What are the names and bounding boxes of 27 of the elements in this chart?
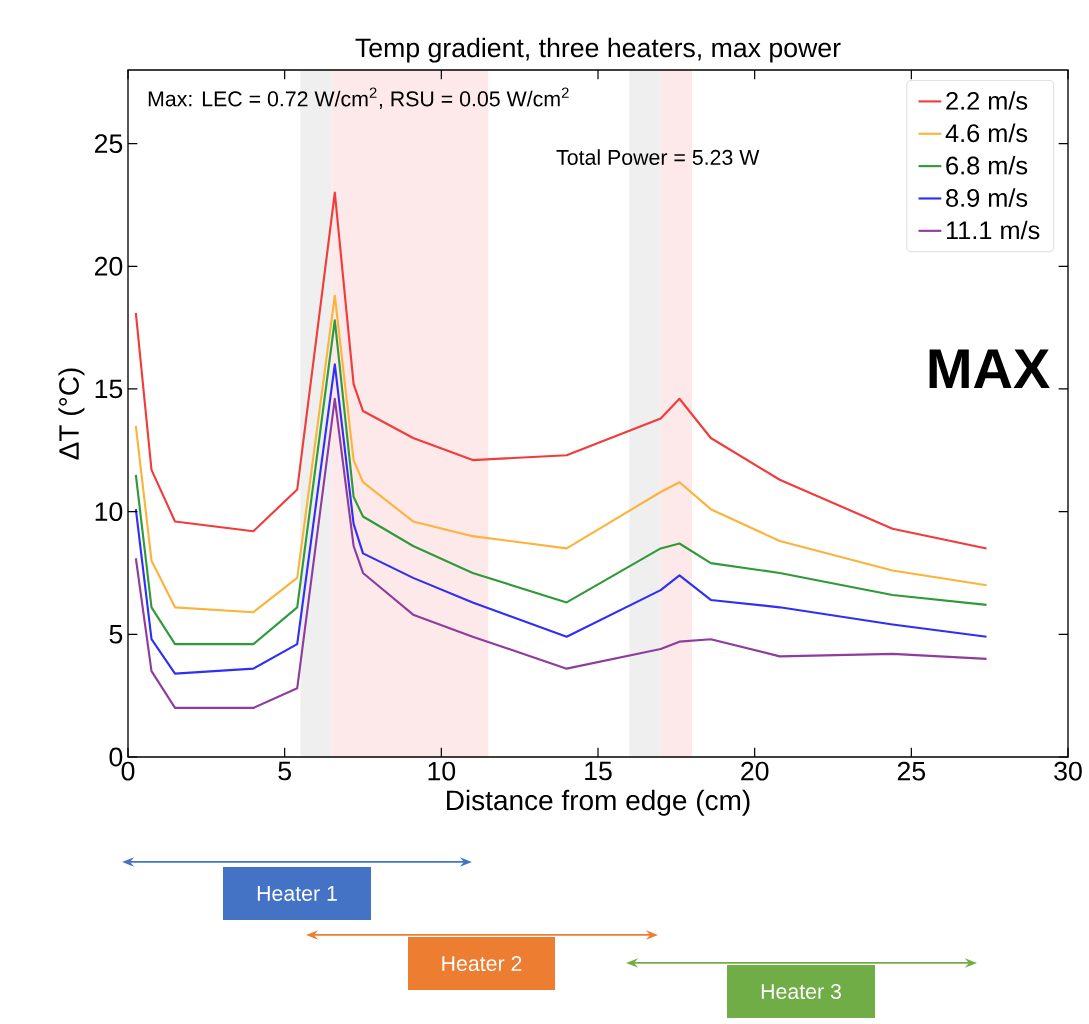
- legend-label: 4.6 m/s: [945, 123, 1028, 143]
- annotation: Max: LEC = 0.72 W/cm$^{2}$, RSU = 0.05 W/cm$^{2}$: [148, 87, 569, 109]
- legend-label: 6.8 m/s: [946, 155, 1028, 175]
- x-tick-label: 5: [278, 761, 291, 781]
- y-tick-label: 0: [109, 747, 123, 767]
- legend-label: 11.1 m/s: [946, 220, 1040, 240]
- y-tick-label: 15: [95, 379, 123, 399]
- x-tick-label: 10: [428, 761, 456, 781]
- legend-label: 2.2 m/s: [946, 91, 1028, 110]
- x-tick-label: 30: [1054, 761, 1082, 781]
- x-tick-label: 25: [897, 761, 926, 781]
- legend-label: 8.9 m/s: [946, 188, 1028, 207]
- x-tick-label: 15: [585, 761, 612, 781]
- annotation: MAX: [929, 349, 1050, 389]
- x-axis-title: Distance from edge (cm): [447, 789, 750, 816]
- text: Heater 1: [257, 886, 337, 901]
- annotation: Total Power = 5.23 W: [556, 149, 760, 165]
- y-tick-label: 5: [109, 625, 123, 644]
- y-tick-label: 25: [94, 134, 123, 154]
- text: Heater 3: [761, 983, 841, 1000]
- y-axis-title: ΔT (°C): [58, 368, 85, 460]
- y-tick-label: 10: [95, 502, 123, 522]
- text: Heater 2: [442, 955, 522, 972]
- chart-title: Temp gradient, three heaters, max power: [355, 37, 841, 63]
- y-tick-label: 20: [94, 256, 123, 276]
- x-tick-label: 20: [741, 761, 769, 781]
- line-series: [134, 397, 988, 709]
